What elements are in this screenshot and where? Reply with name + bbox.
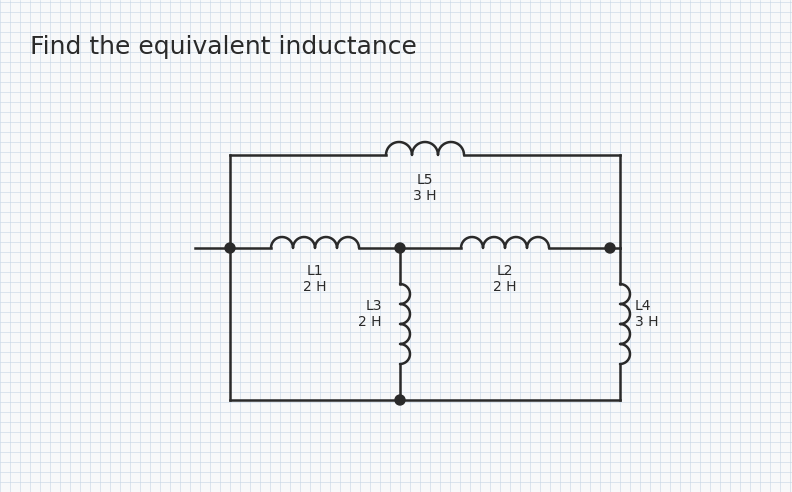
Text: L5
3 H: L5 3 H xyxy=(413,173,436,203)
Text: Find the equivalent inductance: Find the equivalent inductance xyxy=(30,35,417,59)
Circle shape xyxy=(605,243,615,253)
Text: L3
2 H: L3 2 H xyxy=(359,299,382,329)
Text: L1
2 H: L1 2 H xyxy=(303,264,327,294)
Circle shape xyxy=(395,243,405,253)
Text: L2
2 H: L2 2 H xyxy=(493,264,516,294)
Circle shape xyxy=(395,395,405,405)
Text: L4
3 H: L4 3 H xyxy=(635,299,658,329)
Circle shape xyxy=(225,243,235,253)
